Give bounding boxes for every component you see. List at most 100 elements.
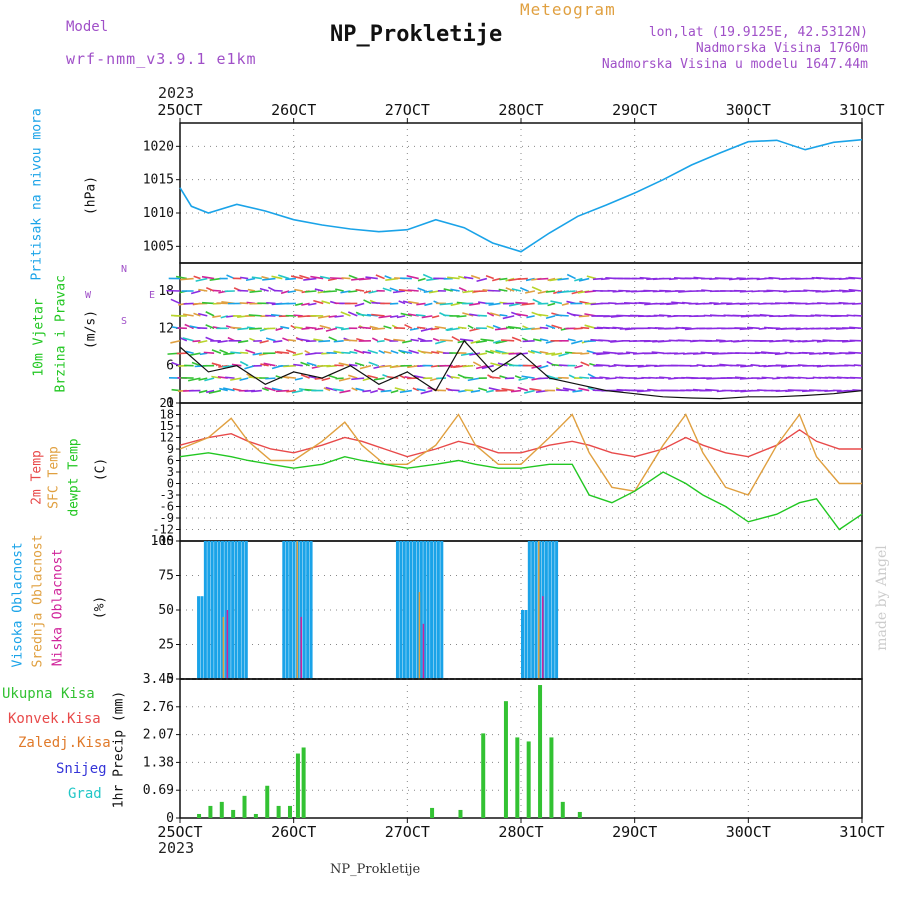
wind-arrow: [529, 387, 542, 392]
wind-arrow: [515, 301, 528, 305]
y-tick-label: 2.07: [143, 728, 174, 743]
wind-arrow: [521, 337, 529, 342]
wind-arrow: [304, 349, 310, 354]
wind-arrow: [259, 287, 269, 292]
wind-arrow: [319, 324, 331, 330]
wind-arrow: [182, 313, 194, 317]
high-cloud-bar: [282, 541, 286, 679]
wind-arrow: [658, 376, 672, 379]
high-cloud-bar: [531, 541, 535, 679]
wind-arrow: [545, 352, 556, 356]
high-cloud-bar: [521, 610, 524, 679]
precip-bar: [295, 753, 300, 818]
wind-arrow: [545, 290, 556, 293]
high-cloud-bar: [210, 541, 214, 679]
year-bottom: 2023: [158, 839, 195, 857]
wind-arrow: [545, 315, 556, 320]
wind-arrow: [204, 377, 215, 382]
wind-arrow: [329, 277, 344, 280]
y-tick-label: 18: [158, 284, 174, 299]
wind-arrow: [537, 377, 549, 380]
wind-arrow: [531, 327, 542, 331]
wind-arrow: [355, 288, 365, 292]
wind-arrow: [842, 290, 856, 293]
wind-arrow: [180, 337, 188, 342]
y-tick-label: 18: [160, 408, 174, 422]
high-cloud-bar: [306, 541, 310, 679]
wind-arrow: [573, 327, 583, 330]
wind-arrow: [518, 377, 528, 381]
wind-arrow: [198, 377, 208, 381]
precip-bar: [208, 805, 213, 818]
wind-arrow: [580, 352, 590, 355]
high-cloud-bar: [548, 541, 552, 679]
wind-arrow: [532, 298, 542, 305]
wind-arrow: [423, 290, 433, 294]
wind-arrow: [308, 302, 317, 306]
wind-arrow: [276, 350, 290, 355]
wind-arrow: [761, 376, 774, 379]
wind-arrow: [677, 339, 692, 342]
wind-arrow: [493, 340, 501, 344]
wind-arrow: [561, 290, 576, 293]
x-tick-label-bottom: 29OCT: [612, 823, 657, 841]
wind-arrow: [305, 339, 317, 343]
wind-arrow: [412, 387, 420, 392]
high-cloud-bar: [551, 541, 555, 679]
wind-arrow: [239, 377, 249, 381]
wind-arrow: [211, 362, 222, 367]
wind-arrow: [398, 300, 406, 305]
wind-arrow: [338, 377, 351, 382]
wind-arrow: [185, 350, 194, 355]
wind-arrow: [211, 349, 222, 354]
wind-arrow: [219, 349, 229, 354]
high-cloud-bar: [237, 541, 241, 679]
wind-arrow: [439, 302, 453, 306]
high-cloud-bar: [231, 541, 235, 679]
y-tick-label: 9: [167, 442, 174, 456]
wind-arrow: [259, 339, 269, 344]
wind-arrow: [301, 327, 310, 330]
wind-arrow: [319, 275, 331, 280]
wind-arrow: [498, 288, 508, 292]
precip-bar: [526, 741, 531, 818]
x-tick-label-top: 30OCT: [726, 101, 771, 119]
precip-bar: [549, 737, 554, 818]
wind-arrow: [638, 301, 651, 305]
precip-bar: [219, 801, 224, 818]
wind-arrow: [285, 277, 297, 281]
wind-arrow: [265, 337, 276, 342]
wind-arrow: [379, 364, 392, 368]
precip-bars: [197, 685, 582, 818]
wind-arrow: [272, 339, 283, 343]
wind-arrow: [205, 311, 215, 317]
t2m-line: [179, 428, 862, 458]
wind-arrow: [308, 375, 317, 379]
wind-arrow: [354, 302, 365, 307]
precip-bar: [197, 813, 202, 818]
wind-arrow: [510, 389, 522, 393]
x-tick-label-top: 31OCT: [839, 101, 884, 119]
wind-arrow: [457, 326, 467, 330]
wind-arrow: [310, 275, 324, 280]
precip-bar: [560, 801, 565, 818]
wind-arrow: [305, 290, 317, 293]
precip-bar: [265, 785, 270, 818]
high-cloud-bar: [430, 541, 434, 679]
wind-arrow: [348, 363, 358, 367]
wind-arrow: [294, 377, 303, 381]
wind-arrow: [488, 302, 501, 306]
high-cloud-bar: [309, 541, 313, 679]
high-cloud-bar: [534, 541, 538, 679]
wind-arrow: [674, 352, 685, 355]
wind-arrow: [848, 276, 863, 280]
wind-arrow: [507, 325, 522, 330]
wind-arrow: [439, 339, 453, 342]
wind-arrow: [516, 313, 528, 317]
high-cloud-bar: [289, 541, 293, 679]
panel-frame: [179, 122, 863, 264]
wind-arrow: [383, 350, 392, 355]
wind-arrow: [306, 361, 317, 367]
mid-cloud-bar: [296, 541, 299, 679]
y-tick-label: 21: [160, 396, 174, 410]
